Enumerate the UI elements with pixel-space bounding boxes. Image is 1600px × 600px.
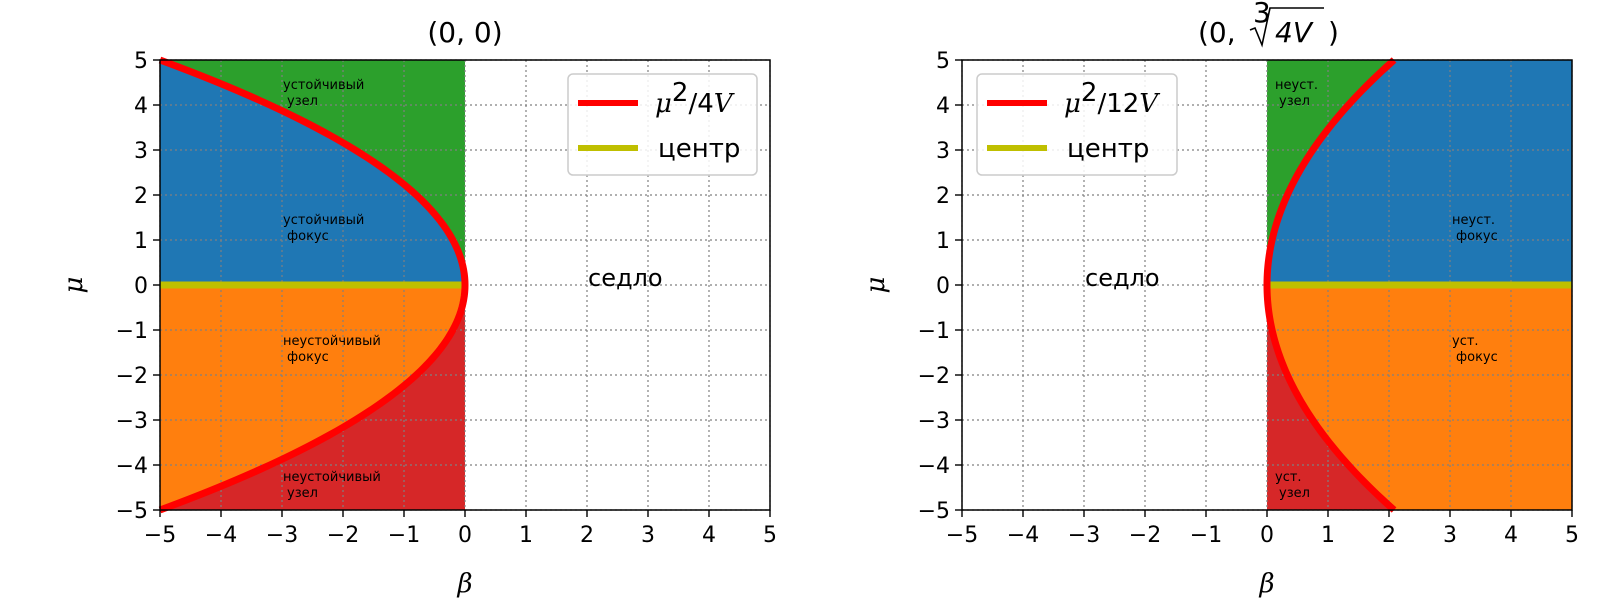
left-region-label-saddle: седло xyxy=(588,264,663,292)
left-y-tick-label: −5 xyxy=(116,499,148,524)
left-ticks: −5 −4 −3 −2 −1 0 1 2 3 4 5 5 4 3 2 1 0 −1 −2 −3 −4 −5 xyxy=(116,49,777,548)
left-region-stable-focus xyxy=(160,60,465,285)
left-x-tick-label: 2 xyxy=(580,523,594,548)
left-legend-label-center: центр xyxy=(658,134,740,164)
left-y-tick-label: 2 xyxy=(134,184,148,209)
left-legend: μ2/4V центр xyxy=(567,73,758,176)
right-y-tick-label: −4 xyxy=(918,454,950,479)
right-y-tick-label: 1 xyxy=(936,229,950,254)
right-x-tick-label: −2 xyxy=(1129,523,1161,548)
right-boundary-curve xyxy=(1263,57,1397,513)
right-region-label-stable-node: уст. узел xyxy=(1275,470,1310,501)
right-y-tick-label: 4 xyxy=(936,94,950,119)
right-title-close: ) xyxy=(1328,16,1339,49)
left-y-tick-label: 3 xyxy=(134,139,148,164)
right-legend: μ2/12V центр xyxy=(976,73,1178,176)
left-region-label-unstable-focus: неустойчивый фокус xyxy=(283,334,385,365)
right-x-tick-label: 0 xyxy=(1260,523,1274,548)
right-x-tick-label: 3 xyxy=(1443,523,1457,548)
right-x-tick-label: −4 xyxy=(1007,523,1039,548)
left-y-tick-label: 4 xyxy=(134,94,148,119)
left-y-tick-label: 1 xyxy=(134,229,148,254)
right-y-tick-label: 0 xyxy=(936,274,950,299)
right-legend-label-center: центр xyxy=(1067,134,1149,164)
left-region-unstable-focus xyxy=(160,285,465,510)
right-title-open: (0, xyxy=(1198,16,1236,49)
right-y-axis-label: μ xyxy=(861,277,891,294)
left-region-label-unstable-node: неустойчивый узел xyxy=(283,470,385,501)
right-region-label-stable-focus: уст. фокус xyxy=(1452,334,1498,365)
left-x-tick-label: −1 xyxy=(388,523,420,548)
right-y-tick-label: −1 xyxy=(918,319,950,344)
left-x-tick-label: −3 xyxy=(266,523,298,548)
left-x-tick-label: 5 xyxy=(763,523,777,548)
right-y-tick-label: −3 xyxy=(918,409,950,434)
left-region-label-stable-focus: устойчивый фокус xyxy=(283,213,368,244)
left-y-tick-label: −1 xyxy=(116,319,148,344)
right-x-tick-label: 4 xyxy=(1504,523,1518,548)
left-y-tick-label: 5 xyxy=(134,49,148,74)
left-region-label-stable-node: устойчивый узел xyxy=(283,78,368,109)
left-x-tick-label: −4 xyxy=(205,523,237,548)
right-x-tick-label: 2 xyxy=(1382,523,1396,548)
right-curves xyxy=(1263,57,1572,513)
left-chart-title: (0, 0) xyxy=(427,16,502,49)
right-x-tick-label: −1 xyxy=(1190,523,1222,548)
left-curves xyxy=(158,56,469,514)
right-title-root-body: 4V xyxy=(1275,16,1314,49)
left-y-tick-label: −3 xyxy=(116,409,148,434)
right-y-tick-label: −5 xyxy=(918,499,950,524)
right-title-radical-sign xyxy=(1249,7,1324,48)
right-region-stable-focus xyxy=(1267,285,1572,510)
left-y-tick-label: 0 xyxy=(134,274,148,299)
right-x-tick-label: −5 xyxy=(946,523,978,548)
right-x-tick-label: 5 xyxy=(1565,523,1579,548)
right-region-unstable-focus xyxy=(1267,60,1572,285)
right-regions xyxy=(1267,60,1572,510)
left-legend-label-boundary: μ2/4V xyxy=(655,78,735,119)
right-x-tick-label: −3 xyxy=(1068,523,1100,548)
right-x-axis-label: β xyxy=(1258,569,1274,599)
right-y-tick-label: −2 xyxy=(918,364,950,389)
left-x-tick-label: −5 xyxy=(144,523,176,548)
right-region-label-unstable-node: неуст. узел xyxy=(1275,78,1322,109)
right-region-label-unstable-focus: неуст. фокус xyxy=(1452,213,1499,244)
right-x-tick-label: 1 xyxy=(1321,523,1335,548)
right-y-tick-label: 2 xyxy=(936,184,950,209)
right-chart-title: (0, 3 4V ) xyxy=(1198,0,1339,49)
left-x-tick-label: 4 xyxy=(702,523,716,548)
right-ticks: −5 −4 −3 −2 −1 0 1 2 3 4 5 5 4 3 2 1 0 −1 −2 −3 −4 −5 xyxy=(918,49,1579,548)
left-y-axis-label: μ xyxy=(59,277,89,294)
left-boundary-curve xyxy=(158,56,469,514)
right-y-tick-label: 3 xyxy=(936,139,950,164)
left-regions xyxy=(160,60,465,510)
left-x-tick-label: 3 xyxy=(641,523,655,548)
right-chart-panel: −5 −4 −3 −2 −1 0 1 2 3 4 5 5 4 3 2 1 0 −1 −2 −3 −4 −5 (0, 3 4… xyxy=(861,0,1579,599)
left-x-tick-label: −2 xyxy=(327,523,359,548)
right-region-label-saddle: седло xyxy=(1085,264,1160,292)
right-y-tick-label: 5 xyxy=(936,49,950,74)
left-y-tick-label: −2 xyxy=(116,364,148,389)
left-y-tick-label: −4 xyxy=(116,454,148,479)
left-x-tick-label: 0 xyxy=(458,523,472,548)
left-x-axis-label: β xyxy=(456,569,472,599)
right-legend-label-boundary: μ2/12V xyxy=(1064,78,1160,119)
left-x-tick-label: 1 xyxy=(519,523,533,548)
